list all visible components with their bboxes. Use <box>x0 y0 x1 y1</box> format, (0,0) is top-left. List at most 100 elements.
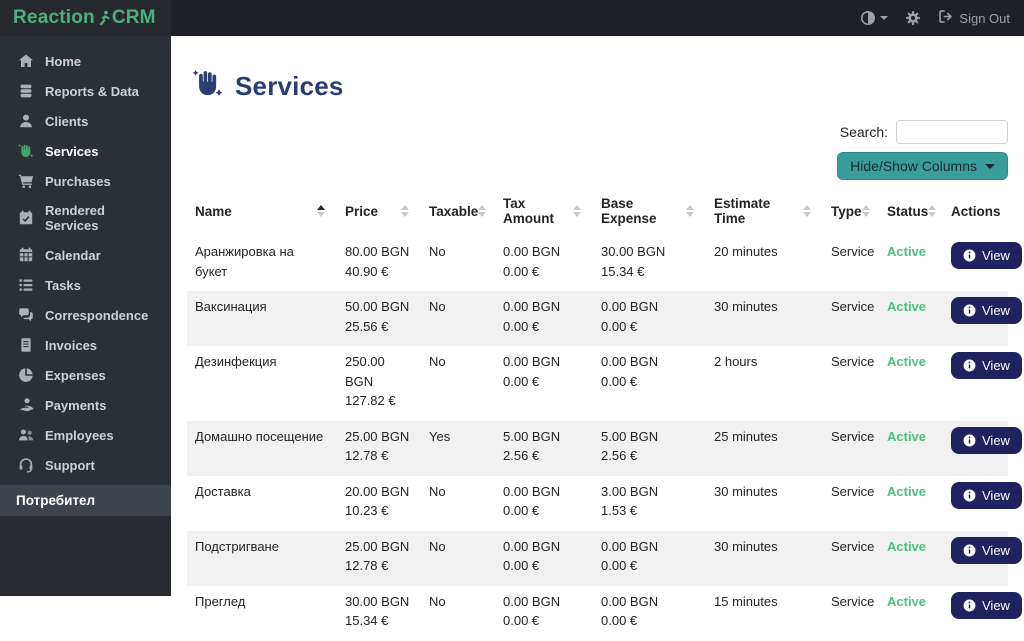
column-header-status[interactable]: Status <box>879 192 943 236</box>
cart-icon <box>18 174 34 188</box>
info-icon <box>963 599 976 611</box>
theme-toggle-dropdown[interactable] <box>860 10 889 26</box>
sign-out-button[interactable]: Sign Out <box>938 9 1010 27</box>
view-button[interactable]: View <box>951 242 1022 269</box>
hide-show-columns-button[interactable]: Hide/Show Columns <box>837 152 1008 180</box>
tax-amount-cell: 0.00 BGN 0.00 € <box>503 299 561 334</box>
taxable-cell: No <box>429 483 446 499</box>
actions-cell: View <box>943 476 1022 531</box>
table-row: Дезинфекция 250.00 BGN 127.82 € No 0.00 B… <box>187 346 1022 421</box>
sidebar-item-label: Calendar <box>45 247 101 263</box>
column-header-taxable[interactable]: Taxable <box>421 192 495 236</box>
sidebar-item-correspondence[interactable]: Correspondence <box>0 300 171 330</box>
price-cell: 25.00 BGN 12.78 € <box>345 428 410 464</box>
column-header-base-expense[interactable]: Base Expense <box>593 192 706 236</box>
hand-sparkles-icon <box>191 68 225 104</box>
column-header-estimate-time[interactable]: Estimate Time <box>706 192 823 236</box>
estimate-time-cell: 30 minutes <box>714 483 778 499</box>
column-header-price[interactable]: Price <box>337 192 421 236</box>
status-badge: Active <box>887 483 927 499</box>
sign-out-icon <box>938 9 953 27</box>
view-button[interactable]: View <box>951 426 1022 454</box>
actions-cell: View <box>943 421 1022 476</box>
status-badge: Active <box>887 244 927 259</box>
search-input[interactable] <box>896 120 1008 144</box>
sidebar-item-expenses[interactable]: Expenses <box>0 360 171 390</box>
view-button[interactable]: View <box>951 536 1022 564</box>
type-cell: Service <box>831 299 875 314</box>
view-button[interactable]: View <box>951 352 1022 379</box>
sidebar-item-invoices[interactable]: Invoices <box>0 330 171 360</box>
sidebar-item-rendered-services[interactable]: Rendered Services <box>0 196 171 240</box>
table-row: Домашно посещение 25.00 BGN 12.78 € Yes 5… <box>187 420 1022 476</box>
sidebar-item-payments[interactable]: Payments <box>0 390 171 420</box>
sidebar-item-label: Home <box>45 53 82 69</box>
status-badge: Active <box>887 538 927 554</box>
invoice-icon <box>21 338 31 352</box>
base-expense-cell: 5.00 BGN 2.56 € <box>601 428 659 464</box>
base-expense-cell: 30.00 BGN 15.34 € <box>601 244 666 279</box>
brand-right-text: CRM <box>111 7 156 28</box>
database-icon <box>20 84 32 98</box>
sidebar: Home Reports & Data Clients Services Pur… <box>0 36 171 596</box>
price-cell: 50.00 BGN 25.56 € <box>345 299 410 334</box>
tax-amount-cell: 0.00 BGN 0.00 € <box>503 593 561 629</box>
sidebar-item-purchases[interactable]: Purchases <box>0 166 171 196</box>
sort-icon <box>478 205 487 217</box>
column-header-tax-amount[interactable]: Tax Amount <box>495 192 593 236</box>
search-label: Search: <box>839 124 888 140</box>
column-header-type[interactable]: Type <box>823 192 879 236</box>
column-header-name[interactable]: Name <box>187 192 337 236</box>
sidebar-item-label: Reports & Data <box>45 83 139 99</box>
type-cell: Service <box>831 244 875 259</box>
search-row: Search: <box>187 120 1008 144</box>
user-icon <box>20 114 32 128</box>
headset-icon <box>19 458 33 473</box>
sidebar-item-label: Expenses <box>45 367 106 383</box>
info-icon <box>963 359 976 372</box>
table-row: Ваксинация 50.00 BGN 25.56 € No 0.00 BGN 0… <box>187 291 1022 346</box>
view-button[interactable]: View <box>951 481 1022 509</box>
sidebar-item-calendar[interactable]: Calendar <box>0 240 171 270</box>
page-title: Services <box>191 68 1008 104</box>
actions-cell: View <box>943 236 1022 291</box>
sidebar-item-tasks[interactable]: Tasks <box>0 270 171 300</box>
sidebar-item-home[interactable]: Home <box>0 46 171 76</box>
type-cell: Service <box>831 593 875 609</box>
view-button[interactable]: View <box>951 297 1022 324</box>
estimate-time-cell: 30 minutes <box>714 299 778 314</box>
actions-cell: View <box>943 291 1022 346</box>
tax-amount-cell: 0.00 BGN 0.00 € <box>503 538 561 574</box>
columns-button-row: Hide/Show Columns <box>187 152 1008 180</box>
sort-icon <box>861 205 870 217</box>
employees-icon <box>19 429 33 441</box>
sidebar-item-employees[interactable]: Employees <box>0 420 171 450</box>
info-icon <box>963 249 976 262</box>
sort-icon <box>686 205 694 217</box>
runner-icon <box>95 10 112 27</box>
brand-logo[interactable]: Reaction CRM <box>0 0 171 36</box>
sidebar-item-label: Services <box>45 143 99 159</box>
taxable-cell: No <box>429 593 446 609</box>
comments-icon <box>19 308 33 322</box>
sidebar-item-reports[interactable]: Reports & Data <box>0 76 171 106</box>
taxable-cell: No <box>429 354 446 369</box>
sidebar-item-clients[interactable]: Clients <box>0 106 171 136</box>
tax-amount-cell: 0.00 BGN 0.00 € <box>503 244 561 279</box>
estimate-time-cell: 15 minutes <box>714 593 778 609</box>
settings-button[interactable] <box>905 10 921 26</box>
content-area: Services Search: Hide/Show Columns Name … <box>171 36 1024 628</box>
price-cell: 250.00 BGN 127.82 € <box>345 354 396 408</box>
sidebar-item-services[interactable]: Services <box>0 136 171 166</box>
status-badge: Active <box>887 354 927 369</box>
topbar-actions: Sign Out <box>860 0 1024 36</box>
sidebar-item-label: Rendered Services <box>45 203 105 233</box>
sidebar-item-support[interactable]: Support <box>0 450 171 480</box>
sort-icon <box>317 205 325 217</box>
page-title-text: Services <box>235 70 344 101</box>
sidebar-item-label: Payments <box>45 397 107 413</box>
sign-out-label: Sign Out <box>959 10 1010 26</box>
sort-icon <box>401 205 409 217</box>
sidebar-item-label: Invoices <box>45 337 98 353</box>
estimate-time-cell: 30 minutes <box>714 538 778 554</box>
